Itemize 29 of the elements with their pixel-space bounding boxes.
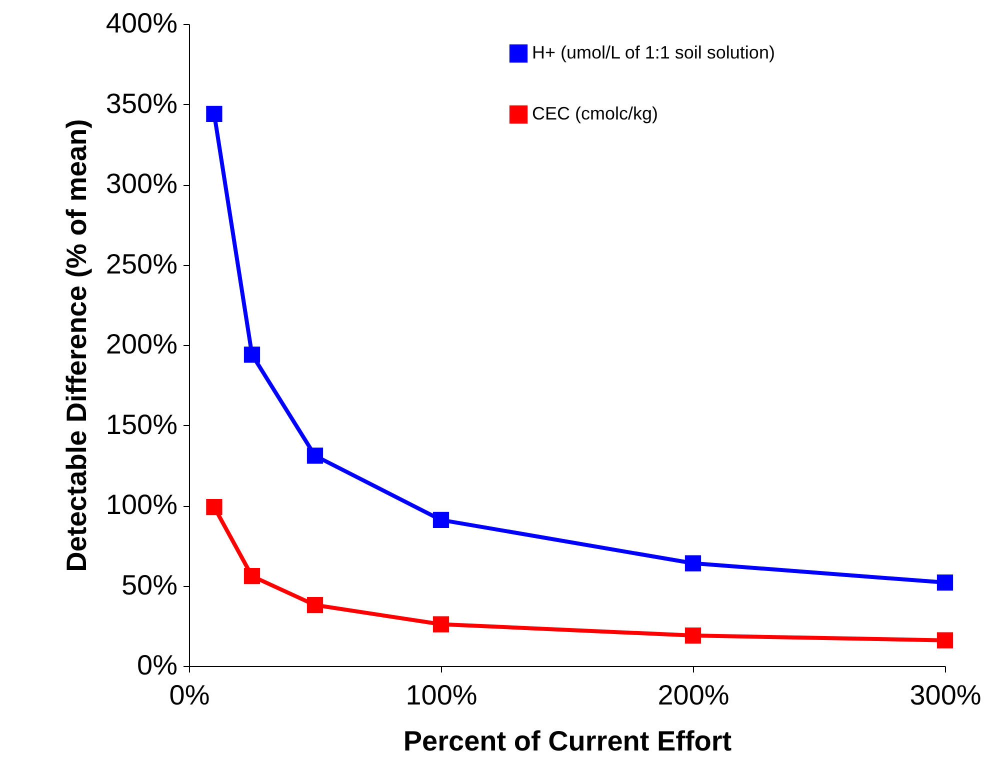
y-tick-label: 300% (106, 168, 178, 199)
x-tick-label: 0% (169, 680, 210, 710)
point (306, 596, 324, 614)
y-tick-label: 400% (106, 8, 178, 38)
point (432, 512, 450, 528)
point (306, 448, 324, 464)
point (244, 568, 260, 584)
point (684, 627, 702, 644)
point (206, 499, 222, 516)
point (432, 616, 450, 632)
legend-label: H+ (umol/L of 1:1 soil solution) (532, 42, 775, 62)
point (684, 555, 702, 572)
x-axis-title: Percent of Current Effort (403, 726, 732, 756)
y-tick-label: 200% (106, 328, 178, 360)
point (936, 632, 954, 648)
legend-label: CEC (cmolc/kg) (532, 104, 658, 124)
y-axis-title: Detectable Difference (% of mean) (60, 119, 92, 572)
y-tick-label: 50% (121, 569, 178, 600)
x-tick-label: 200% (658, 680, 730, 710)
y-tick-label: 250% (106, 248, 178, 280)
y-tick-label: 350% (106, 88, 178, 119)
y-tick-label: 100% (106, 489, 178, 520)
point (936, 574, 954, 591)
y-tick-label: 0% (137, 650, 178, 680)
x-tick-label: 100% (406, 680, 478, 710)
point (206, 106, 222, 122)
x-tick-label: 300% (910, 680, 982, 710)
point (244, 346, 260, 363)
y-tick-label: 150% (106, 408, 178, 440)
